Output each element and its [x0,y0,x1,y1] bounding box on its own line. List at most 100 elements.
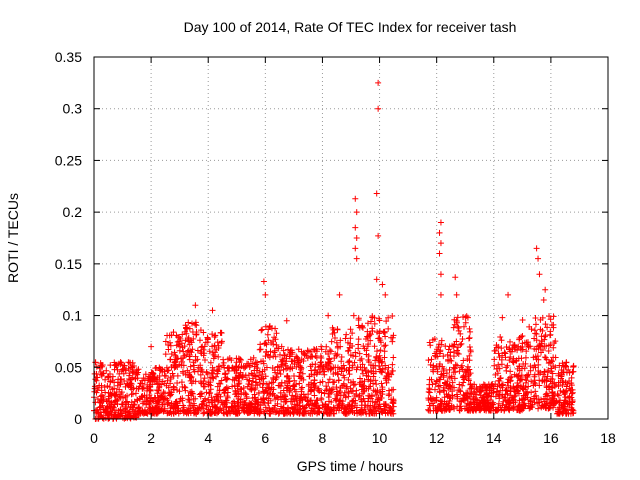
data-point [178,379,185,386]
data-point [300,405,307,412]
data-point [389,313,396,320]
data-point [359,361,366,368]
data-point [429,395,436,402]
data-point [513,358,520,365]
data-point [111,385,118,392]
data-point [336,366,343,373]
data-point [521,365,528,372]
data-point [307,353,314,360]
data-point [185,396,192,403]
data-point [369,328,376,335]
data-point [546,386,553,393]
data-point [328,410,335,417]
data-point [331,335,338,342]
data-point [305,383,312,390]
data-point [232,374,239,381]
data-point [542,333,549,340]
data-point [361,364,368,371]
data-point [201,343,208,350]
data-point [531,395,538,402]
data-point [287,347,294,354]
data-point [241,401,248,408]
data-point [215,342,222,349]
data-point [295,346,302,353]
data-point [535,371,542,378]
data-point [232,388,239,395]
y-tick-label: 0.1 [63,308,83,324]
data-point [201,375,208,382]
data-point [495,400,502,407]
data-point [244,376,251,383]
data-point [190,362,197,369]
data-point [495,361,502,368]
data-point [441,394,448,401]
data-point [201,409,208,416]
data-point [160,389,167,396]
data-point [129,390,136,397]
data-point [448,375,455,382]
data-point [449,393,456,400]
data-point [435,383,442,390]
data-point [328,389,335,396]
data-point [291,406,298,413]
data-point [167,356,174,363]
data-point [217,329,224,336]
data-point [459,382,466,389]
data-point [255,390,262,397]
data-point [361,387,368,394]
data-point-outlier [436,250,443,257]
data-point [306,373,313,380]
data-point [122,383,129,390]
data-point [376,335,383,342]
data-point [427,342,434,349]
data-point [171,359,178,366]
data-point [274,345,281,352]
data-point [258,358,265,365]
data-point [563,359,570,366]
y-tick-label: 0.3 [63,101,83,117]
data-point [197,393,204,400]
data-point [205,396,212,403]
data-point [382,375,389,382]
data-point [541,368,548,375]
data-point [117,391,124,398]
data-point [438,337,445,344]
data-point [207,359,214,366]
data-point [116,386,123,393]
data-point [334,404,341,411]
data-point [442,343,449,350]
data-point [367,378,374,385]
data-point [566,398,573,405]
data-point [519,346,526,353]
data-point [341,374,348,381]
data-point [246,377,253,384]
data-point [98,392,105,399]
data-point [140,384,147,391]
data-point [166,339,173,346]
data-point [154,399,161,406]
data-point [463,389,470,396]
data-point [181,383,188,390]
data-point [535,399,542,406]
data-point [378,395,385,402]
data-point [382,362,389,369]
data-point [261,399,268,406]
data-point [248,386,255,393]
data-point [173,398,180,405]
data-point [328,338,335,345]
data-point [514,388,521,395]
data-point [531,379,538,386]
data-point [297,394,304,401]
data-point [215,391,222,398]
data-point [109,407,116,414]
data-point [248,370,255,377]
data-point [220,356,227,363]
data-point [486,384,493,391]
data-point [207,386,214,393]
data-point [347,326,354,333]
data-point [447,383,454,390]
data-point [448,357,455,364]
data-point [201,350,208,357]
data-point [437,402,444,409]
